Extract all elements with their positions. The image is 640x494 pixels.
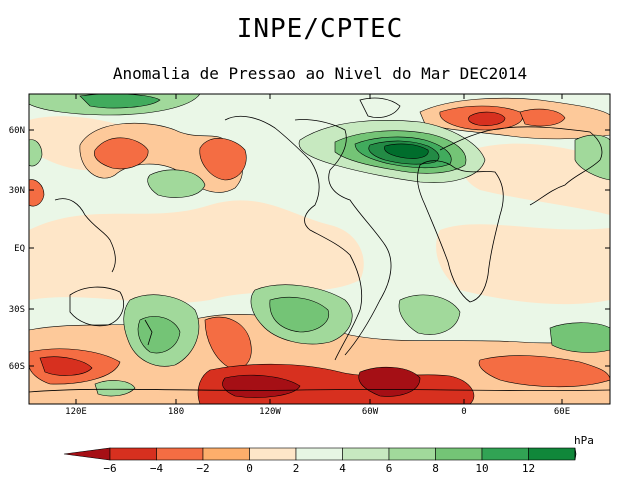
page-title: INPE/CPTEC	[236, 14, 404, 44]
arctic-pacific-anomaly-core	[79, 94, 161, 109]
colorbar-segment	[342, 447, 390, 461]
west-edge-anomaly	[29, 179, 45, 207]
colorbar-high-arrow	[574, 447, 577, 461]
atlantic-high-core	[384, 143, 429, 159]
colorbar-segment	[295, 447, 343, 461]
lon-label: 0	[461, 407, 466, 417]
longitude-labels: 120E 180 120W 60W 0 60E	[65, 407, 570, 417]
colorbar-tick-label: 12	[522, 462, 535, 475]
southeast-asia-coast	[54, 198, 116, 273]
americas-east-coast	[294, 119, 392, 356]
axis-ticks	[29, 94, 610, 404]
antarctic-anomaly-core-west	[222, 374, 301, 398]
new-zealand-coast	[144, 319, 153, 346]
lat-label: 30N	[9, 186, 25, 196]
antarctic-small-high	[94, 380, 136, 397]
eurasia-coast	[439, 126, 603, 206]
colorbar-segment	[249, 447, 297, 461]
lat-label: 60S	[9, 362, 25, 372]
south-atlantic-high	[398, 294, 461, 335]
colorbar-low-arrow	[63, 447, 111, 461]
lon-label: 60E	[554, 407, 570, 417]
central-pacific-negative-area	[174, 222, 260, 266]
south-pacific-east-high-core	[269, 297, 329, 333]
americas-west-coast	[224, 115, 363, 361]
colorbar-tick-label: −4	[150, 462, 164, 475]
coastlines	[29, 97, 610, 393]
colorbar-segment	[435, 447, 483, 461]
lon-label: 60W	[362, 407, 379, 417]
colorbar-labels: −6 −4 −2 0 2 4 6 8 10 12	[103, 462, 535, 475]
greenland-coast	[359, 97, 401, 118]
lat-label: 30S	[9, 305, 25, 315]
lon-label: 120W	[259, 407, 281, 417]
colorbar-tick-label: 6	[386, 462, 393, 475]
colorbar-tick-label: 2	[293, 462, 300, 475]
south-pacific-anomaly	[204, 316, 252, 370]
lat-label: EQ	[14, 244, 25, 254]
subtropical-pacific-high	[147, 169, 206, 198]
lon-label: 180	[168, 407, 184, 417]
colorbar-tick-label: −2	[196, 462, 209, 475]
colorbar-tick-label: 4	[339, 462, 346, 475]
indian-negative-band	[436, 224, 610, 305]
colorbar-segment	[528, 447, 576, 461]
colorbar-segment	[388, 447, 436, 461]
lat-label: 60N	[9, 126, 25, 136]
colorbar-tick-label: 8	[432, 462, 439, 475]
antarctica-coast	[29, 388, 610, 393]
colorbar-segment	[481, 447, 529, 461]
southern-indian-high	[549, 322, 610, 353]
latitude-labels: 60N 30N EQ 30S 60S	[9, 126, 25, 372]
lon-label: 120E	[65, 407, 87, 417]
australia-coast	[69, 286, 124, 327]
colorbar-segment	[156, 447, 204, 461]
africa-coast	[417, 160, 504, 303]
map-frame	[28, 93, 611, 405]
north-pacific-anomaly-east	[199, 138, 247, 181]
colorbar	[63, 447, 577, 461]
colorbar-segment	[109, 447, 157, 461]
colorbar-tick-label: 0	[246, 462, 253, 475]
eurasia-negative-area	[461, 143, 610, 215]
colorbar-tick-label: 10	[475, 462, 488, 475]
antarctic-anomaly-core-east	[358, 366, 421, 397]
west-edge-high	[29, 139, 43, 167]
map-subtitle: Anomalia de Pressao ao Nivel do Mar DEC2…	[112, 64, 528, 83]
north-atlantic-anomaly-core	[468, 111, 506, 126]
map-field	[29, 94, 610, 404]
colorbar-tick-label: −6	[103, 462, 116, 475]
colorbar-segment	[202, 447, 250, 461]
south-indian-anomaly-core	[39, 356, 93, 376]
europe-anomaly	[519, 108, 566, 127]
north-pacific-anomaly-west	[94, 137, 149, 170]
south-atlantic-anomaly	[478, 355, 610, 388]
colorbar-unit: hPa	[574, 434, 594, 447]
